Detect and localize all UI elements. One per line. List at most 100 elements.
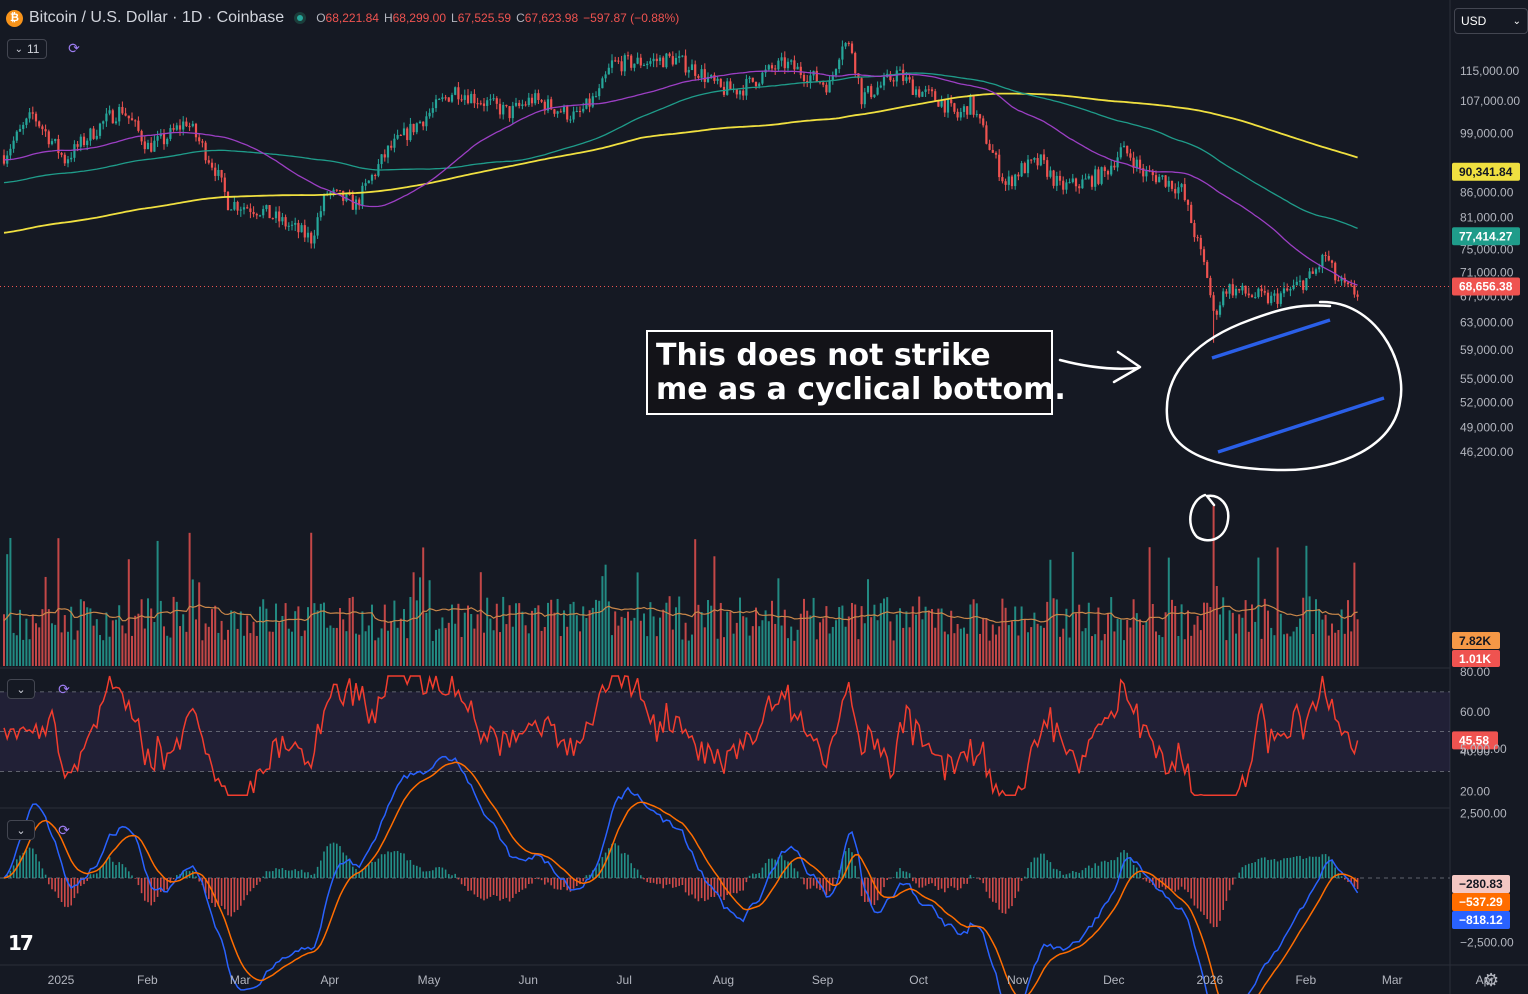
candle-body [12,140,15,149]
volume-bar [873,604,876,666]
volume-bar [739,597,741,666]
volume-bar [291,631,293,666]
candle-body [892,80,895,82]
macd-value-text: −280.83 [1459,877,1503,891]
time-axis-label: Apr [1476,973,1495,987]
macd-histogram-bar [422,871,424,878]
candle-body [950,99,953,104]
volume-bar [851,602,853,666]
time-axis-label: May [418,973,441,987]
sync-icon[interactable]: ⟳ [58,821,70,838]
volume-bar [633,617,636,666]
macd-histogram-bar [739,878,741,891]
macd-histogram-bar [76,878,79,894]
candle-body [354,199,358,210]
macd-histogram-bar [985,878,988,892]
macd-histogram-bar [41,868,44,878]
volume-bar [473,628,476,666]
volume-bar [774,623,777,666]
macd-histogram-bar [681,878,684,885]
macd-histogram-bar [233,878,236,913]
market-status-icon [294,12,307,24]
sync-icon[interactable]: ⟳ [68,39,80,56]
candle-body [201,141,204,143]
volume-bar [1161,637,1164,666]
macd-histogram-bar [576,878,578,887]
macd-histogram-bar [1356,878,1359,890]
macd-histogram-bar [380,854,383,878]
macd-histogram-bar [1126,852,1128,878]
macd-histogram-bar [595,867,597,878]
candle-body [470,93,473,104]
volume-bar [1001,598,1004,666]
sync-icon[interactable]: ⟳ [58,680,70,697]
candle-body [73,144,76,158]
candle-body [793,60,796,70]
candle-body [895,70,898,82]
volume-bar [783,609,786,666]
macd-collapse-button[interactable]: ⌄ [7,820,35,840]
annotation-arrow [1058,358,1140,370]
macd-histogram-bar [640,875,642,878]
candle-body [137,120,140,131]
macd-histogram-bar [1209,878,1212,924]
macd-histogram-group [3,842,1359,928]
macd-histogram-bar [880,878,882,896]
rsi-value-tag [1452,731,1498,750]
channel-lower-line [1217,396,1385,454]
macd-histogram-bar [1241,867,1244,878]
volume-label-tag [1452,632,1500,649]
volume-bar [479,572,482,666]
volume-bar [604,564,607,666]
candle-body [556,111,559,114]
candle-body [790,60,793,62]
macd-histogram-bar [649,878,652,883]
volume-bar [134,615,137,666]
candle-body [479,103,482,105]
time-axis-label: Oct [909,973,928,987]
symbol-title[interactable]: Bitcoin / U.S. Dollar · 1D · Coinbase [29,9,285,26]
volume-bar [601,576,604,666]
volume-bar [844,626,847,666]
macd-histogram-bar [992,878,994,902]
candle-body [652,58,655,62]
candle-body [1100,167,1103,184]
macd-histogram-bar [496,878,498,896]
gear-icon[interactable]: ⚙ [1483,970,1500,990]
candle-body [361,185,364,206]
candle-body [1090,176,1094,187]
volume-label-text: 1.01K [1459,652,1491,666]
volume-bar [681,639,684,666]
volume-bar [547,602,549,666]
price-axis-label: 107,000.00 [1460,94,1520,108]
candle-body [447,97,450,102]
indicators-toggle-button[interactable]: ⌄ 11 [7,39,47,59]
macd-histogram-bar [99,868,101,878]
volume-bar [1273,635,1276,666]
volume-bar [710,605,713,666]
volume-bar [303,630,306,666]
rsi-collapse-button[interactable]: ⌄ [7,679,35,699]
candle-body [838,59,841,70]
volume-bar [35,623,37,666]
time-axis-label: Jun [519,973,538,987]
volume-bar [220,620,223,666]
currency-select[interactable]: USD ⌄ [1454,8,1528,34]
macd-histogram-bar [288,870,290,878]
candle-body [425,116,428,127]
candle-body [946,99,950,113]
macd-histogram-bar [406,860,408,878]
volume-bar [588,610,591,666]
candle-body [210,162,214,168]
macd-histogram-bar [960,878,962,889]
candle-body [1289,289,1292,291]
macd-histogram-bar [441,867,444,878]
candle-body [130,118,134,121]
candle-body [854,52,857,74]
macd-histogram-bar [755,873,757,878]
volume-bar [51,623,53,666]
macd-histogram-bar [873,878,876,905]
macd-histogram-bar [889,878,892,879]
candle-body [591,96,594,107]
